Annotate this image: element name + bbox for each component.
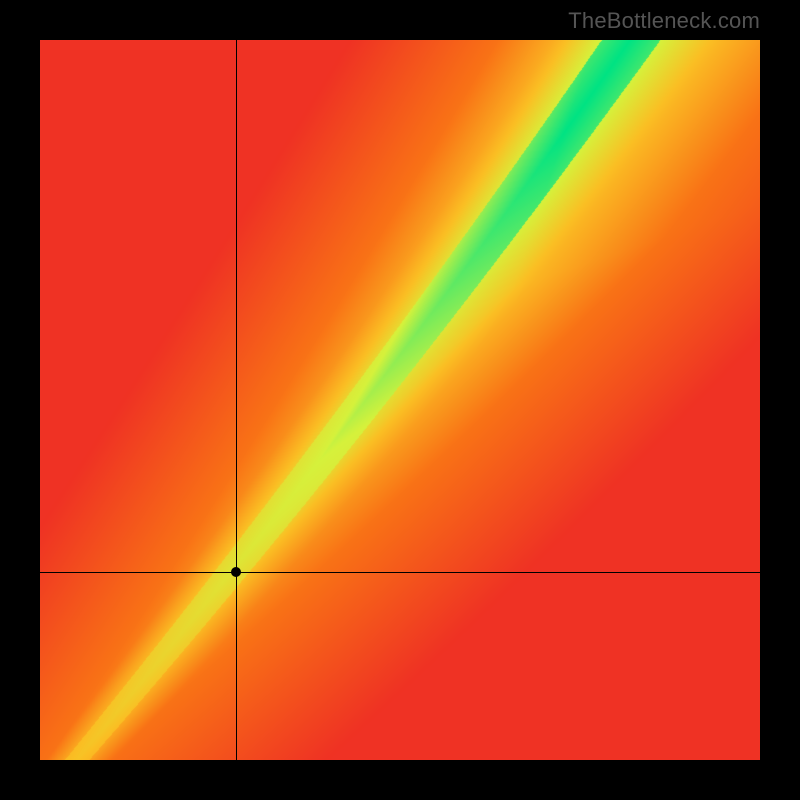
crosshair-horizontal bbox=[40, 572, 760, 573]
intersection-marker bbox=[231, 567, 241, 577]
watermark-text: TheBottleneck.com bbox=[568, 8, 760, 34]
chart-container: TheBottleneck.com bbox=[0, 0, 800, 800]
plot-frame bbox=[40, 40, 760, 760]
bottleneck-heatmap bbox=[40, 40, 760, 760]
crosshair-vertical bbox=[236, 40, 237, 760]
